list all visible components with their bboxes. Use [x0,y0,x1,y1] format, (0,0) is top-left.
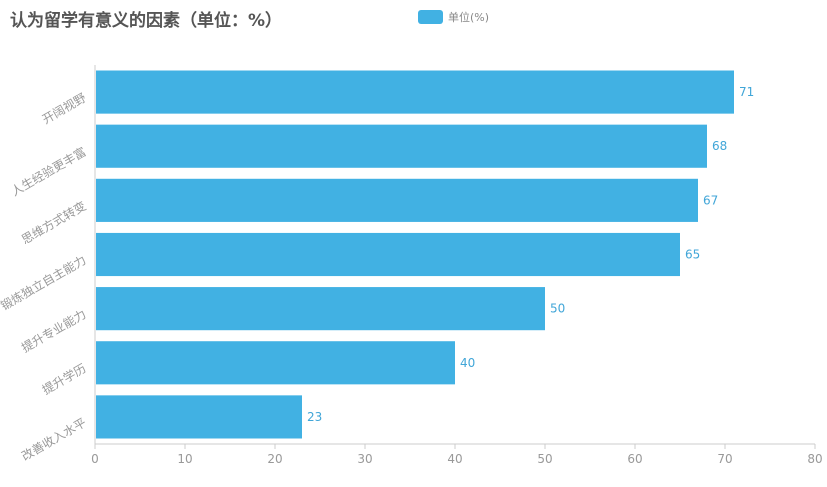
y-tick-label: 改善收入水平 [19,415,89,464]
legend-label: 单位(%) [448,11,490,24]
x-tick-label: 10 [177,452,192,466]
bar[interactable] [96,232,680,277]
bar-value-label: 67 [703,193,718,207]
legend-item[interactable]: 单位(%) [418,9,489,25]
y-tick-label: 人生经验更丰富 [8,144,88,199]
bar[interactable] [96,178,698,222]
x-tick-label: 50 [537,452,552,466]
y-tick-label: 锻炼独立自主能力 [0,252,88,313]
bar[interactable] [96,287,545,331]
y-tick-label: 开阔视野 [39,90,88,127]
bar-value-label: 65 [685,248,700,262]
bar-value-label: 50 [550,302,565,316]
x-tick-label: 30 [357,452,372,466]
x-tick-label: 60 [627,452,642,466]
y-tick-label: 思维方式转变 [19,198,89,247]
legend-swatch [418,10,443,24]
bar[interactable] [96,395,302,439]
x-tick-label: 70 [717,452,732,466]
bar[interactable] [96,341,455,385]
y-tick-label: 提升专业能力 [19,306,89,355]
x-tick-label: 40 [447,452,462,466]
x-tick-label: 80 [807,452,822,466]
bar[interactable] [96,124,707,168]
bar[interactable] [96,70,734,114]
bar-value-label: 23 [307,410,322,424]
chart-title: 认为留学有意义的因素（单位：%） [10,11,283,31]
bar-value-label: 71 [739,85,754,99]
bar-value-label: 68 [712,139,727,153]
x-tick-label: 0 [91,452,99,466]
bar-value-label: 40 [460,356,475,370]
x-tick-label: 20 [267,452,282,466]
y-tick-label: 提升学历 [39,360,88,397]
